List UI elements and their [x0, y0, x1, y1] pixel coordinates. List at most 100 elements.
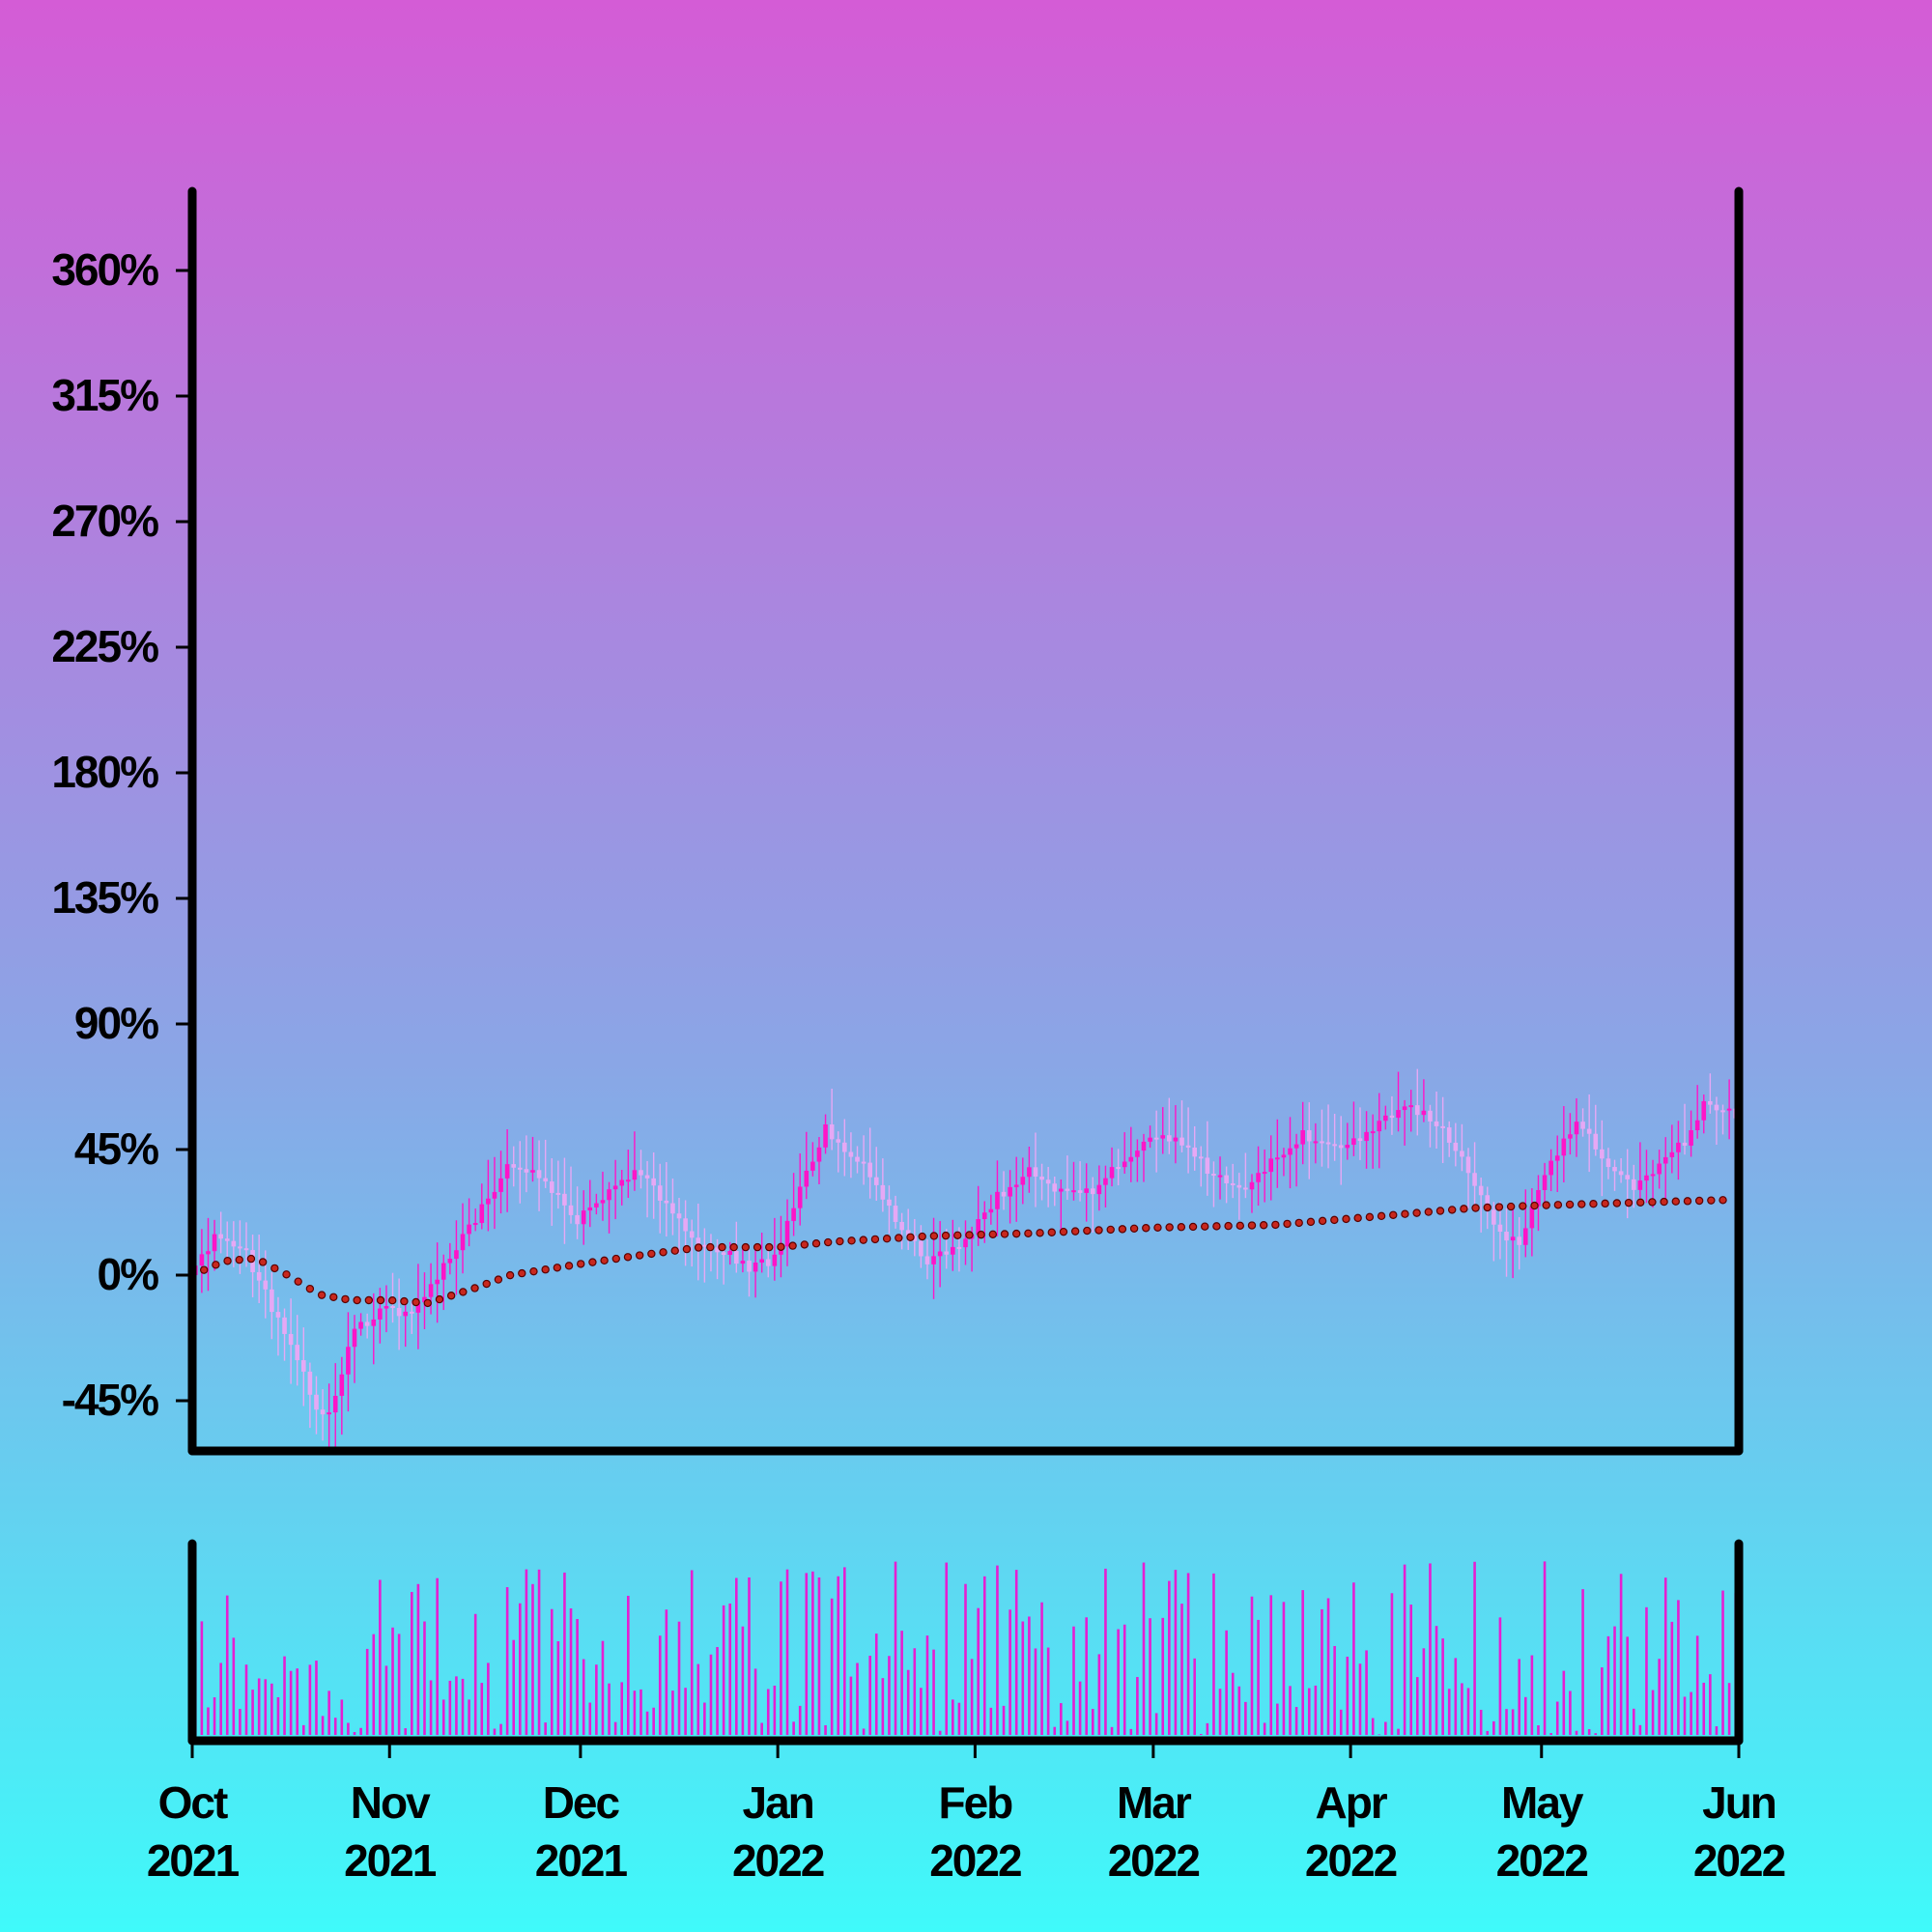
- candle-body: [339, 1374, 345, 1396]
- volume-bar: [1403, 1564, 1406, 1735]
- volume-bar: [1053, 1726, 1057, 1735]
- volume-bar: [480, 1683, 484, 1735]
- candle-body: [594, 1203, 599, 1208]
- candle-body: [447, 1259, 453, 1264]
- candle-body: [390, 1306, 395, 1309]
- moving-average-point: [1648, 1198, 1657, 1207]
- candle-body: [1548, 1160, 1553, 1176]
- moving-average-point: [1070, 1227, 1080, 1236]
- candle-body: [988, 1208, 994, 1213]
- candle-body: [956, 1246, 962, 1249]
- candle-body: [1256, 1173, 1261, 1182]
- volume-bar: [1658, 1659, 1661, 1735]
- moving-average-point: [1612, 1199, 1622, 1208]
- moving-average-point: [577, 1260, 585, 1268]
- candle-body: [1389, 1115, 1395, 1119]
- candle-body: [332, 1395, 338, 1413]
- moving-average-series: [187, 1196, 1727, 1308]
- candle-body: [1325, 1142, 1331, 1145]
- moving-average-point: [929, 1232, 939, 1240]
- candle-body: [1644, 1175, 1649, 1181]
- candle-body: [422, 1296, 427, 1303]
- volume-bar: [582, 1659, 585, 1735]
- volume-bar: [1454, 1658, 1458, 1735]
- y-tick-label: 45%: [74, 1123, 158, 1174]
- candle-body: [1542, 1175, 1548, 1190]
- volume-bar: [1339, 1709, 1343, 1735]
- volume-bar: [1415, 1677, 1419, 1735]
- candle-body: [1402, 1106, 1407, 1111]
- volume-bar: [1651, 1690, 1655, 1735]
- volume-bar: [436, 1577, 439, 1735]
- volume-bar: [735, 1577, 738, 1735]
- candle-body: [1090, 1188, 1095, 1195]
- candle-body: [1568, 1134, 1573, 1139]
- volume-bar: [1569, 1690, 1572, 1735]
- moving-average-point: [459, 1288, 468, 1296]
- candle-body: [1364, 1131, 1369, 1142]
- volume-bar: [1149, 1618, 1151, 1735]
- candle-body: [1128, 1156, 1134, 1162]
- moving-average-point: [1365, 1212, 1375, 1222]
- candle-body: [1625, 1175, 1631, 1179]
- candle-body: [472, 1223, 478, 1226]
- candle-body: [823, 1124, 828, 1148]
- volume-bar: [487, 1662, 490, 1735]
- candle-body: [1045, 1179, 1051, 1184]
- volume-bar: [1505, 1709, 1508, 1735]
- volume-bar: [722, 1605, 725, 1735]
- volume-bar: [696, 1663, 700, 1735]
- moving-average-point: [1330, 1215, 1339, 1225]
- moving-average-point: [1024, 1229, 1033, 1237]
- candle-body: [1071, 1190, 1076, 1193]
- moving-average-point: [1707, 1196, 1716, 1205]
- moving-average-point: [1577, 1200, 1586, 1208]
- volume-bar: [1244, 1701, 1247, 1735]
- candle-body: [1701, 1100, 1707, 1121]
- candle-body: [270, 1289, 274, 1313]
- volume-bar: [925, 1635, 929, 1735]
- volume-bar: [671, 1690, 674, 1735]
- volume-bar: [1601, 1667, 1604, 1735]
- moving-average-point: [412, 1297, 420, 1307]
- volume-bar: [1072, 1626, 1075, 1735]
- moving-average-point: [1259, 1221, 1268, 1230]
- moving-average-point: [553, 1264, 562, 1272]
- volume-bar: [1269, 1595, 1273, 1735]
- candle-body: [702, 1244, 707, 1247]
- moving-average-point: [376, 1295, 385, 1305]
- candle-body: [861, 1161, 867, 1164]
- moving-average-point: [353, 1295, 361, 1305]
- volume-bar: [964, 1583, 967, 1735]
- candle-body: [1574, 1122, 1579, 1135]
- y-tick-label: 0%: [98, 1249, 159, 1299]
- volume-bar: [1721, 1590, 1724, 1735]
- volume-bar: [1199, 1733, 1203, 1735]
- volume-bar: [1587, 1729, 1591, 1735]
- candle-body: [518, 1167, 523, 1170]
- moving-average-point: [953, 1231, 962, 1239]
- candle-body: [352, 1328, 357, 1348]
- moving-average-point: [977, 1230, 985, 1239]
- moving-average-point: [1153, 1223, 1162, 1232]
- moving-average-point: [258, 1258, 268, 1266]
- candle-body: [486, 1198, 491, 1205]
- moving-average-point: [1353, 1213, 1362, 1223]
- candle-body: [1109, 1167, 1115, 1179]
- candle-body: [924, 1256, 930, 1264]
- candle-body: [1631, 1179, 1636, 1190]
- moving-average-point: [400, 1296, 409, 1306]
- volume-bar: [1397, 1728, 1400, 1735]
- volume-bar: [1581, 1589, 1584, 1735]
- candle-body: [1453, 1142, 1459, 1151]
- candle-body: [912, 1236, 918, 1241]
- candle-body: [454, 1250, 459, 1260]
- moving-average-point: [282, 1270, 291, 1279]
- volume-bar: [1078, 1681, 1082, 1735]
- volume-bar: [652, 1707, 655, 1735]
- volume-bar: [416, 1583, 420, 1735]
- x-tick-month-label: Dec: [543, 1777, 620, 1828]
- volume-bar: [1046, 1647, 1050, 1735]
- volume-bar: [1492, 1720, 1495, 1735]
